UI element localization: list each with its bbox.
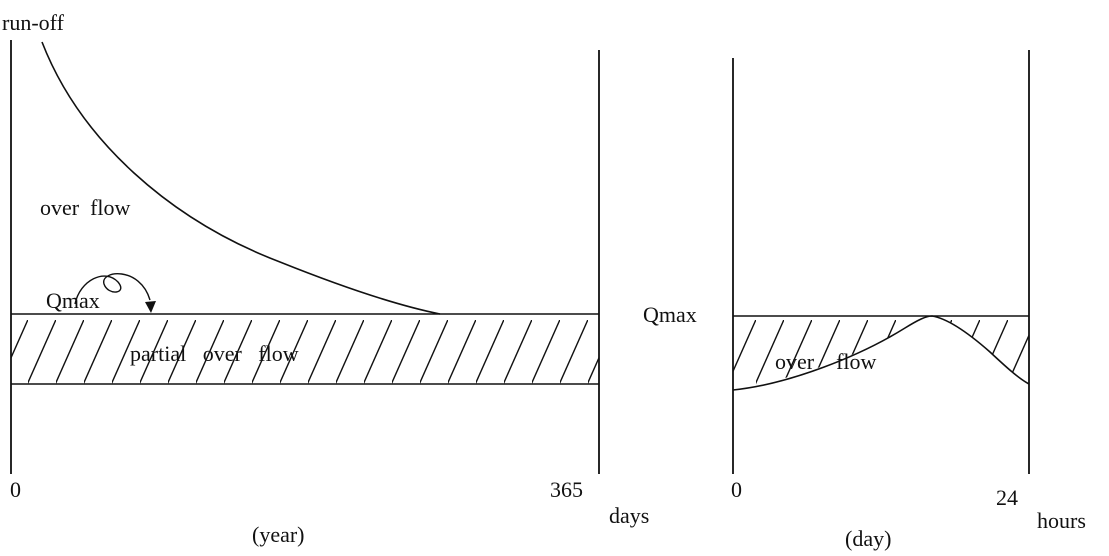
right-panel: Qmax over flow 0 24 hours (day) — [643, 50, 1086, 551]
curly-arrow — [74, 273, 151, 305]
daily-flow-curve — [732, 315, 1030, 391]
caption-year: (year) — [252, 522, 305, 547]
x-unit-label-left: days — [609, 503, 649, 528]
overflow-curve-year — [41, 41, 441, 315]
x-start-label-left: 0 — [10, 477, 21, 502]
y-axis-label: run-off — [2, 10, 65, 35]
x-unit-label-right: hours — [1037, 508, 1086, 533]
left-panel: run-off over flow Qmax partial over flow… — [2, 10, 649, 547]
x-end-label-left: 365 — [550, 477, 583, 502]
x-end-label-right: 24 — [996, 485, 1018, 510]
partial-overflow-label: partial over flow — [130, 341, 299, 366]
overflow-label-day: over flow — [775, 349, 877, 374]
partial-overflow-band — [11, 314, 599, 384]
overflow-label-year: over flow — [40, 195, 131, 220]
x-start-label-right: 0 — [731, 477, 742, 502]
qmax-label-left: Qmax — [46, 288, 100, 313]
curly-arrow-head — [145, 301, 156, 313]
qmax-label-right: Qmax — [643, 302, 697, 327]
caption-day: (day) — [845, 526, 891, 551]
